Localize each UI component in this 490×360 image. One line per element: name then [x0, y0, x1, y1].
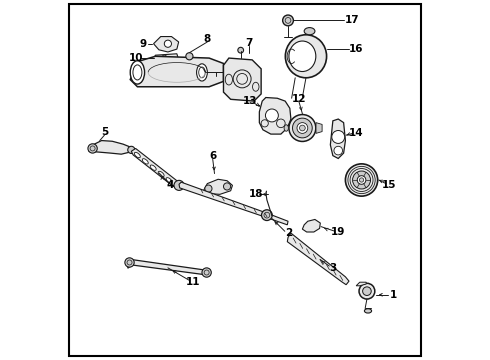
Circle shape: [202, 268, 211, 277]
Ellipse shape: [134, 152, 140, 158]
Text: 9: 9: [139, 39, 147, 49]
Circle shape: [266, 109, 278, 122]
Circle shape: [359, 283, 375, 299]
Text: 13: 13: [243, 96, 258, 106]
Polygon shape: [154, 54, 179, 63]
Text: 19: 19: [330, 227, 344, 237]
Polygon shape: [316, 123, 322, 134]
Polygon shape: [130, 56, 223, 87]
Circle shape: [283, 15, 294, 26]
Ellipse shape: [304, 28, 315, 35]
Text: 11: 11: [186, 277, 200, 287]
Text: 14: 14: [349, 128, 364, 138]
Ellipse shape: [130, 61, 145, 84]
Ellipse shape: [150, 165, 156, 170]
Text: 18: 18: [248, 189, 263, 199]
Circle shape: [334, 146, 343, 155]
Circle shape: [363, 287, 371, 296]
Circle shape: [238, 47, 244, 53]
Text: 6: 6: [209, 150, 217, 161]
Circle shape: [332, 131, 344, 143]
Polygon shape: [131, 148, 180, 187]
Ellipse shape: [289, 41, 316, 72]
Ellipse shape: [293, 118, 312, 138]
Polygon shape: [179, 182, 288, 225]
Text: 16: 16: [349, 44, 364, 54]
Circle shape: [161, 55, 167, 61]
Ellipse shape: [196, 64, 207, 81]
Polygon shape: [259, 98, 291, 134]
Text: 1: 1: [390, 290, 397, 300]
Polygon shape: [204, 179, 232, 194]
Circle shape: [125, 258, 134, 267]
Polygon shape: [330, 119, 345, 158]
Circle shape: [223, 183, 231, 190]
Polygon shape: [89, 140, 132, 154]
Ellipse shape: [365, 309, 371, 313]
Ellipse shape: [142, 159, 148, 164]
Ellipse shape: [166, 177, 172, 183]
Circle shape: [357, 176, 366, 184]
Ellipse shape: [284, 125, 289, 131]
Text: 5: 5: [101, 127, 108, 137]
Circle shape: [345, 164, 378, 196]
Text: 15: 15: [382, 180, 397, 190]
Circle shape: [353, 171, 370, 189]
Circle shape: [359, 178, 364, 182]
Text: 8: 8: [204, 35, 211, 44]
Polygon shape: [128, 260, 207, 275]
Text: 4: 4: [166, 180, 173, 190]
Circle shape: [164, 40, 171, 47]
Circle shape: [299, 125, 305, 131]
Text: 3: 3: [329, 263, 337, 273]
Ellipse shape: [158, 171, 164, 177]
Ellipse shape: [297, 123, 308, 134]
Circle shape: [186, 53, 193, 60]
Text: 17: 17: [345, 15, 360, 26]
Ellipse shape: [285, 35, 326, 78]
Text: 7: 7: [245, 38, 252, 48]
Text: 2: 2: [285, 228, 292, 238]
Text: 10: 10: [128, 53, 143, 63]
Ellipse shape: [317, 125, 320, 131]
Circle shape: [88, 144, 97, 153]
Circle shape: [262, 210, 272, 221]
Circle shape: [128, 146, 135, 153]
Text: 12: 12: [292, 94, 306, 104]
Polygon shape: [302, 220, 320, 232]
Ellipse shape: [289, 114, 316, 141]
Polygon shape: [356, 282, 366, 286]
Circle shape: [174, 180, 184, 190]
Circle shape: [205, 185, 212, 192]
Polygon shape: [287, 233, 349, 285]
Polygon shape: [223, 58, 261, 101]
Polygon shape: [153, 37, 179, 52]
